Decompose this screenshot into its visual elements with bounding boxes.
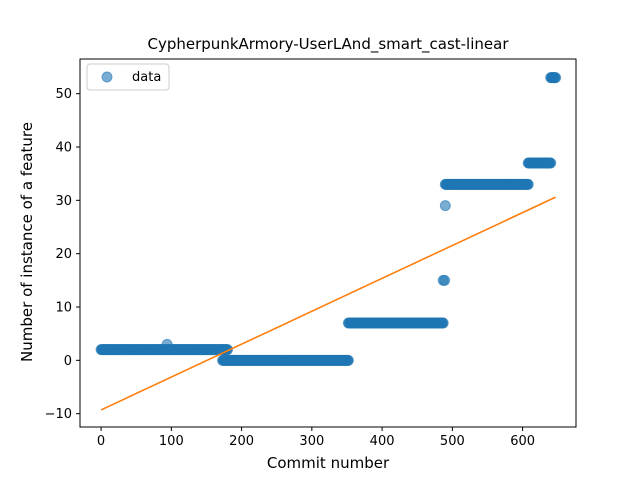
x-tick-label: 500 bbox=[440, 434, 465, 449]
y-tick-label: 0 bbox=[64, 354, 72, 369]
x-tick-label: 600 bbox=[510, 434, 535, 449]
x-axis-title: Commit number bbox=[267, 454, 390, 472]
data-point bbox=[342, 354, 354, 366]
x-tick-label: 100 bbox=[159, 434, 184, 449]
plot-area bbox=[95, 72, 562, 411]
fit-line bbox=[100, 196, 556, 411]
x-tick-label: 400 bbox=[370, 434, 395, 449]
y-tick-label: 20 bbox=[55, 247, 72, 262]
legend: data bbox=[86, 63, 170, 91]
y-tick-label: 40 bbox=[55, 141, 72, 156]
axes: 0 100 200 300 400 500 600 −10 0 10 20 30 40 50 bbox=[45, 58, 577, 449]
x-tick-label: 0 bbox=[97, 434, 105, 449]
data-point bbox=[550, 72, 562, 84]
y-tick-label: 10 bbox=[55, 301, 72, 316]
chart-title: CypherpunkArmory-UserLAnd_smart_cast-lin… bbox=[148, 35, 510, 54]
data-point bbox=[437, 317, 449, 329]
y-axis-title: Number of instance of a feature bbox=[18, 122, 36, 362]
legend-marker bbox=[101, 71, 113, 83]
data-point bbox=[161, 338, 173, 350]
y-tick-label: −10 bbox=[45, 407, 72, 422]
x-tick-label: 300 bbox=[299, 434, 324, 449]
data-point bbox=[439, 274, 451, 286]
data-point bbox=[545, 157, 557, 169]
x-tick-label: 200 bbox=[229, 434, 254, 449]
data-point bbox=[439, 200, 451, 212]
y-tick-label: 50 bbox=[55, 87, 72, 102]
axes-frame bbox=[79, 58, 577, 428]
data-point bbox=[522, 178, 534, 190]
legend-box bbox=[86, 63, 170, 91]
legend-label: data bbox=[132, 70, 161, 85]
y-tick-label: 30 bbox=[55, 194, 72, 209]
